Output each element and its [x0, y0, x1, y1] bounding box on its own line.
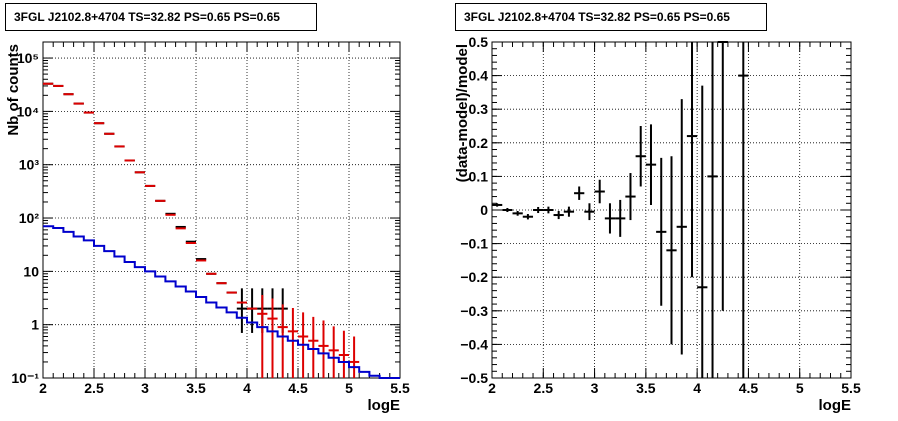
counts-chart: 2 2.5 3 3.5 4 4.5 5 5.5 10⁻¹ 1 10 10² 10³ 10⁴ 10⁵ logE N… — [5, 41, 410, 414]
x-tick-label: 3.5 — [186, 380, 206, 396]
y-tick-label: 10² — [19, 210, 40, 226]
residual-chart: 2 2.5 3 3.5 4 4.5 5 5.5 −0.5 −0.4 −0.3 −0.2 −0.1 0 0.1… — [454, 34, 861, 414]
y-tick-label: 0.3 — [469, 101, 489, 117]
y-tick-label: −0.2 — [460, 269, 488, 285]
x-tick-label: 3.5 — [636, 380, 656, 396]
y-axis-title: Nb of counts — [5, 44, 22, 136]
y-tick-label: 10⁴ — [17, 103, 40, 119]
x-tick-label: 4 — [243, 380, 251, 396]
x-tick-label: 4.5 — [288, 380, 308, 396]
model-step-line — [43, 225, 400, 379]
x-tick-label: 2.5 — [84, 380, 104, 396]
y-tick-label: −0.1 — [460, 236, 488, 252]
x-tick-label: 3 — [591, 380, 599, 396]
x-tick-label: 5 — [796, 380, 804, 396]
y-tick-label: −0.3 — [460, 303, 488, 319]
y-tick-label: 0.5 — [469, 34, 489, 50]
x-tick-label: 2 — [39, 380, 47, 396]
y-tick-label: 0.4 — [469, 68, 489, 84]
y-tick-label: 0.2 — [469, 135, 489, 151]
y-tick-label: −0.5 — [460, 370, 488, 386]
x-axis-title: logE — [819, 397, 852, 414]
residual-panel: 3FGL J2102.8+4704 TS=32.82 PS=0.65 PS=0.… — [449, 0, 898, 421]
y-tick-label: 0 — [480, 202, 488, 218]
x-tick-label: 4 — [693, 380, 701, 396]
x-tick-label: 5.5 — [841, 380, 861, 396]
plot-frame — [42, 41, 401, 379]
y-axis-title: (data-model)/model — [454, 44, 471, 182]
y-tick-label: −0.4 — [460, 336, 488, 352]
y-tick-label: 1 — [31, 317, 39, 333]
y-tick-label: 10³ — [19, 157, 40, 173]
x-tick-label: 5 — [345, 380, 353, 396]
x-axis-title: logE — [368, 397, 401, 414]
x-tick-label: 2 — [488, 380, 496, 396]
y-tick-label: 10⁻¹ — [11, 370, 39, 386]
counts-title: 3FGL J2102.8+4704 TS=32.82 PS=0.65 PS=0.… — [5, 3, 317, 31]
residual-title: 3FGL J2102.8+4704 TS=32.82 PS=0.65 PS=0.… — [455, 3, 767, 31]
y-tick-label: 0.1 — [469, 168, 489, 184]
y-tick-label: 10 — [23, 263, 39, 279]
y-tick-label: 10⁵ — [17, 50, 39, 66]
x-tick-label: 4.5 — [739, 380, 759, 396]
x-tick-label: 2.5 — [534, 380, 554, 396]
counts-panel: 3FGL J2102.8+4704 TS=32.82 PS=0.65 PS=0.… — [5, 3, 410, 414]
x-tick-label: 5.5 — [390, 380, 410, 396]
x-tick-label: 3 — [141, 380, 149, 396]
